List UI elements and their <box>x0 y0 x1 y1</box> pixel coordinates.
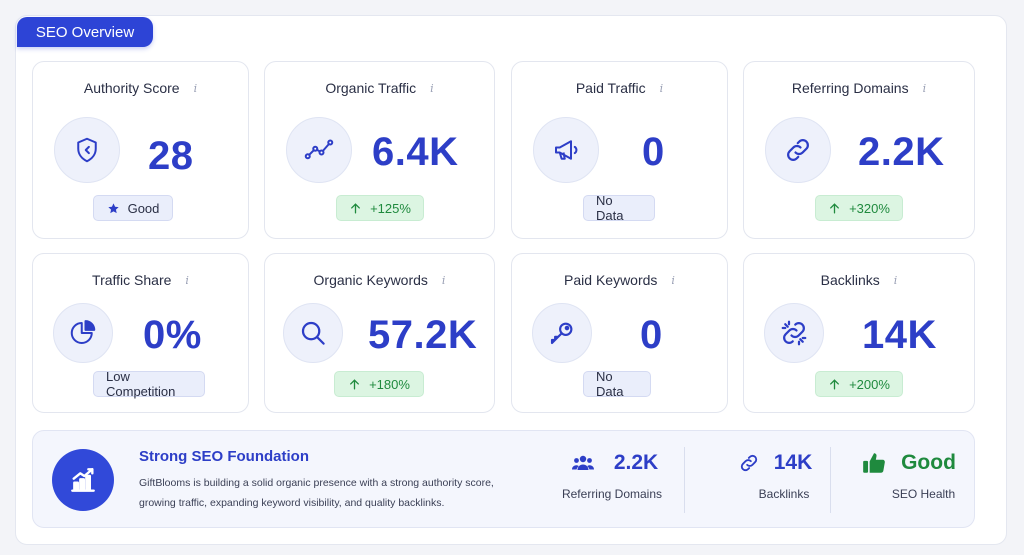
search-icon <box>283 303 343 363</box>
organic-traffic-card: Organic Traffic i 6.4K +125% <box>264 61 495 239</box>
stat-backlinks: 14K Backlinks <box>696 445 854 515</box>
paid-keywords-card: Paid Keywords i 0 No Data <box>511 253 728 413</box>
card-title: Organic Keywords <box>313 272 428 288</box>
card-title: Traffic Share <box>92 272 172 288</box>
summary-description: GiftBlooms is building a solid organic p… <box>139 477 494 509</box>
arrow-up-icon <box>350 378 360 389</box>
tab-seo-overview[interactable]: SEO Overview <box>17 17 153 47</box>
card-title: Paid Traffic <box>575 80 646 96</box>
status-badge: No Data <box>583 369 651 399</box>
traffic-share-card: Traffic Share i 0% Low Competition <box>32 253 249 413</box>
stat-referring-domains: 2.2K Referring Domains <box>537 445 687 515</box>
card-value: 28 <box>148 134 194 178</box>
stat-label: Backlinks <box>758 487 810 501</box>
arrow-up-icon <box>351 202 361 213</box>
summary-title: Strong SEO Foundation <box>139 448 309 465</box>
trend-badge: +125% <box>336 195 424 221</box>
divider <box>684 447 685 513</box>
card-value: 0 <box>642 130 665 174</box>
trend-line-icon <box>286 117 352 183</box>
card-value: 2.2K <box>858 130 945 174</box>
stat-value: 14K <box>773 451 813 474</box>
link-icon <box>740 454 757 472</box>
card-title: Backlinks <box>820 272 880 288</box>
info-icon[interactable]: i <box>185 273 189 287</box>
arrow-up-icon <box>830 378 840 389</box>
stat-seo-health: Good SEO Health <box>846 445 971 515</box>
referring-domains-card: Referring Domains i 2.2K +320% <box>743 61 975 239</box>
star-icon <box>107 202 119 213</box>
status-badge: Low Competition <box>93 369 205 399</box>
card-title: Paid Keywords <box>564 272 658 288</box>
broken-link-icon <box>764 303 824 363</box>
card-title: Organic Traffic <box>325 80 417 96</box>
arrow-up-icon <box>830 202 840 213</box>
stat-label: Referring Domains <box>561 487 663 501</box>
info-icon[interactable]: i <box>430 81 434 95</box>
authority-score-card: Authority Score i 28 Good <box>32 61 249 239</box>
stat-value: Good <box>901 451 956 474</box>
pie-chart-icon <box>53 303 113 363</box>
divider <box>830 447 831 513</box>
paid-traffic-card: Paid Traffic i 0 No Data <box>511 61 728 239</box>
info-icon[interactable]: i <box>659 81 664 95</box>
card-title: Referring Domains <box>791 80 909 96</box>
info-icon[interactable]: i <box>922 81 927 95</box>
card-value: 0% <box>143 313 202 357</box>
link-icon <box>765 117 831 183</box>
trend-badge: +320% <box>815 195 903 221</box>
status-badge: No Data <box>583 193 655 223</box>
trend-badge: +200% <box>815 371 903 397</box>
info-icon[interactable]: i <box>193 81 198 95</box>
stat-label: SEO Health <box>891 487 956 501</box>
stat-value: 2.2K <box>613 451 659 474</box>
thumbs-up-icon <box>863 453 885 473</box>
backlinks-card: Backlinks i 14K +200% <box>743 253 975 413</box>
info-icon[interactable]: i <box>671 273 675 287</box>
card-value: 14K <box>862 313 937 357</box>
info-icon[interactable]: i <box>893 273 898 287</box>
trend-badge: +180% <box>334 371 424 397</box>
organic-keywords-card: Organic Keywords i 57.2K +180% <box>264 253 495 413</box>
seo-summary-banner: Strong SEO Foundation GiftBlooms is buil… <box>32 430 975 528</box>
megaphone-icon <box>533 117 599 183</box>
card-value: 57.2K <box>368 313 478 357</box>
card-title: Authority Score <box>83 80 180 96</box>
growth-chart-icon <box>52 449 114 511</box>
status-badge: Good <box>93 195 173 221</box>
card-value: 0 <box>640 313 663 357</box>
key-icon <box>532 303 592 363</box>
card-value: 6.4K <box>372 130 459 174</box>
info-icon[interactable]: i <box>441 273 446 287</box>
shield-icon <box>54 117 120 183</box>
users-icon <box>571 455 594 470</box>
